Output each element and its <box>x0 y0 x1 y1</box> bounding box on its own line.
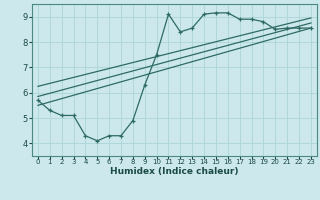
X-axis label: Humidex (Indice chaleur): Humidex (Indice chaleur) <box>110 167 239 176</box>
